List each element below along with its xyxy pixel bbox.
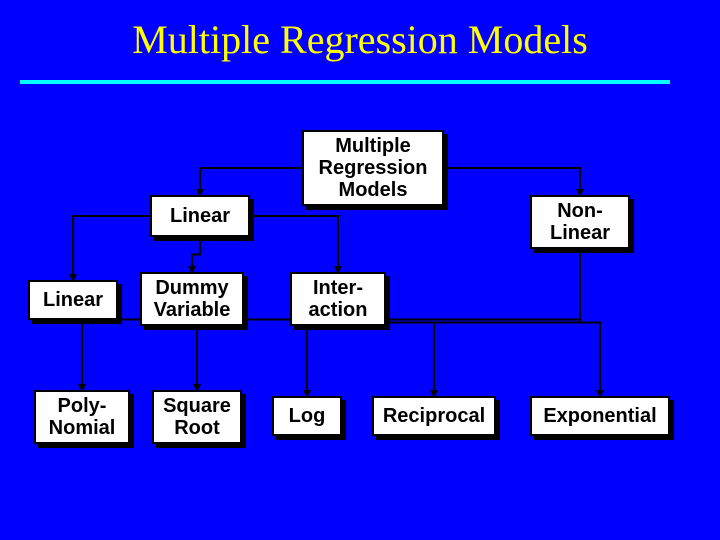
node-label: Non- Linear [550,200,610,244]
node-poly: Poly- Nomial [34,390,130,444]
edge-nonlinear-to-reciprocal [434,249,580,396]
node-root: Multiple Regression Models [302,130,444,206]
node-reciprocal: Reciprocal [372,396,496,436]
node-interaction: Inter- action [290,272,386,326]
slide-title: Multiple Regression Models [0,16,720,63]
edge-linear1-to-linear2 [73,216,150,280]
slide: Multiple Regression Models Multiple Regr… [0,0,720,540]
node-linear2: Linear [28,280,118,320]
node-sqrt: Square Root [152,390,242,444]
node-label: Dummy Variable [154,277,231,321]
title-underline [20,80,670,84]
edge-root-to-nonlinear [444,168,580,195]
node-label: Reciprocal [383,405,485,427]
node-label: Square Root [163,395,231,439]
edge-linear1-to-interaction [250,216,338,272]
node-label: Multiple Regression Models [319,135,428,201]
node-label: Linear [170,205,230,227]
edge-nonlinear-to-exponential [580,249,600,396]
edge-root-to-linear1 [200,168,302,195]
node-label: Exponential [543,405,656,427]
node-label: Log [289,405,326,427]
node-label: Linear [43,289,103,311]
node-exponential: Exponential [530,396,670,436]
node-dummy: Dummy Variable [140,272,244,326]
node-label: Poly- Nomial [49,395,116,439]
node-label: Inter- action [309,277,368,321]
edge-linear1-to-dummy [192,237,200,272]
node-log: Log [272,396,342,436]
node-linear1: Linear [150,195,250,237]
node-nonlinear: Non- Linear [530,195,630,249]
